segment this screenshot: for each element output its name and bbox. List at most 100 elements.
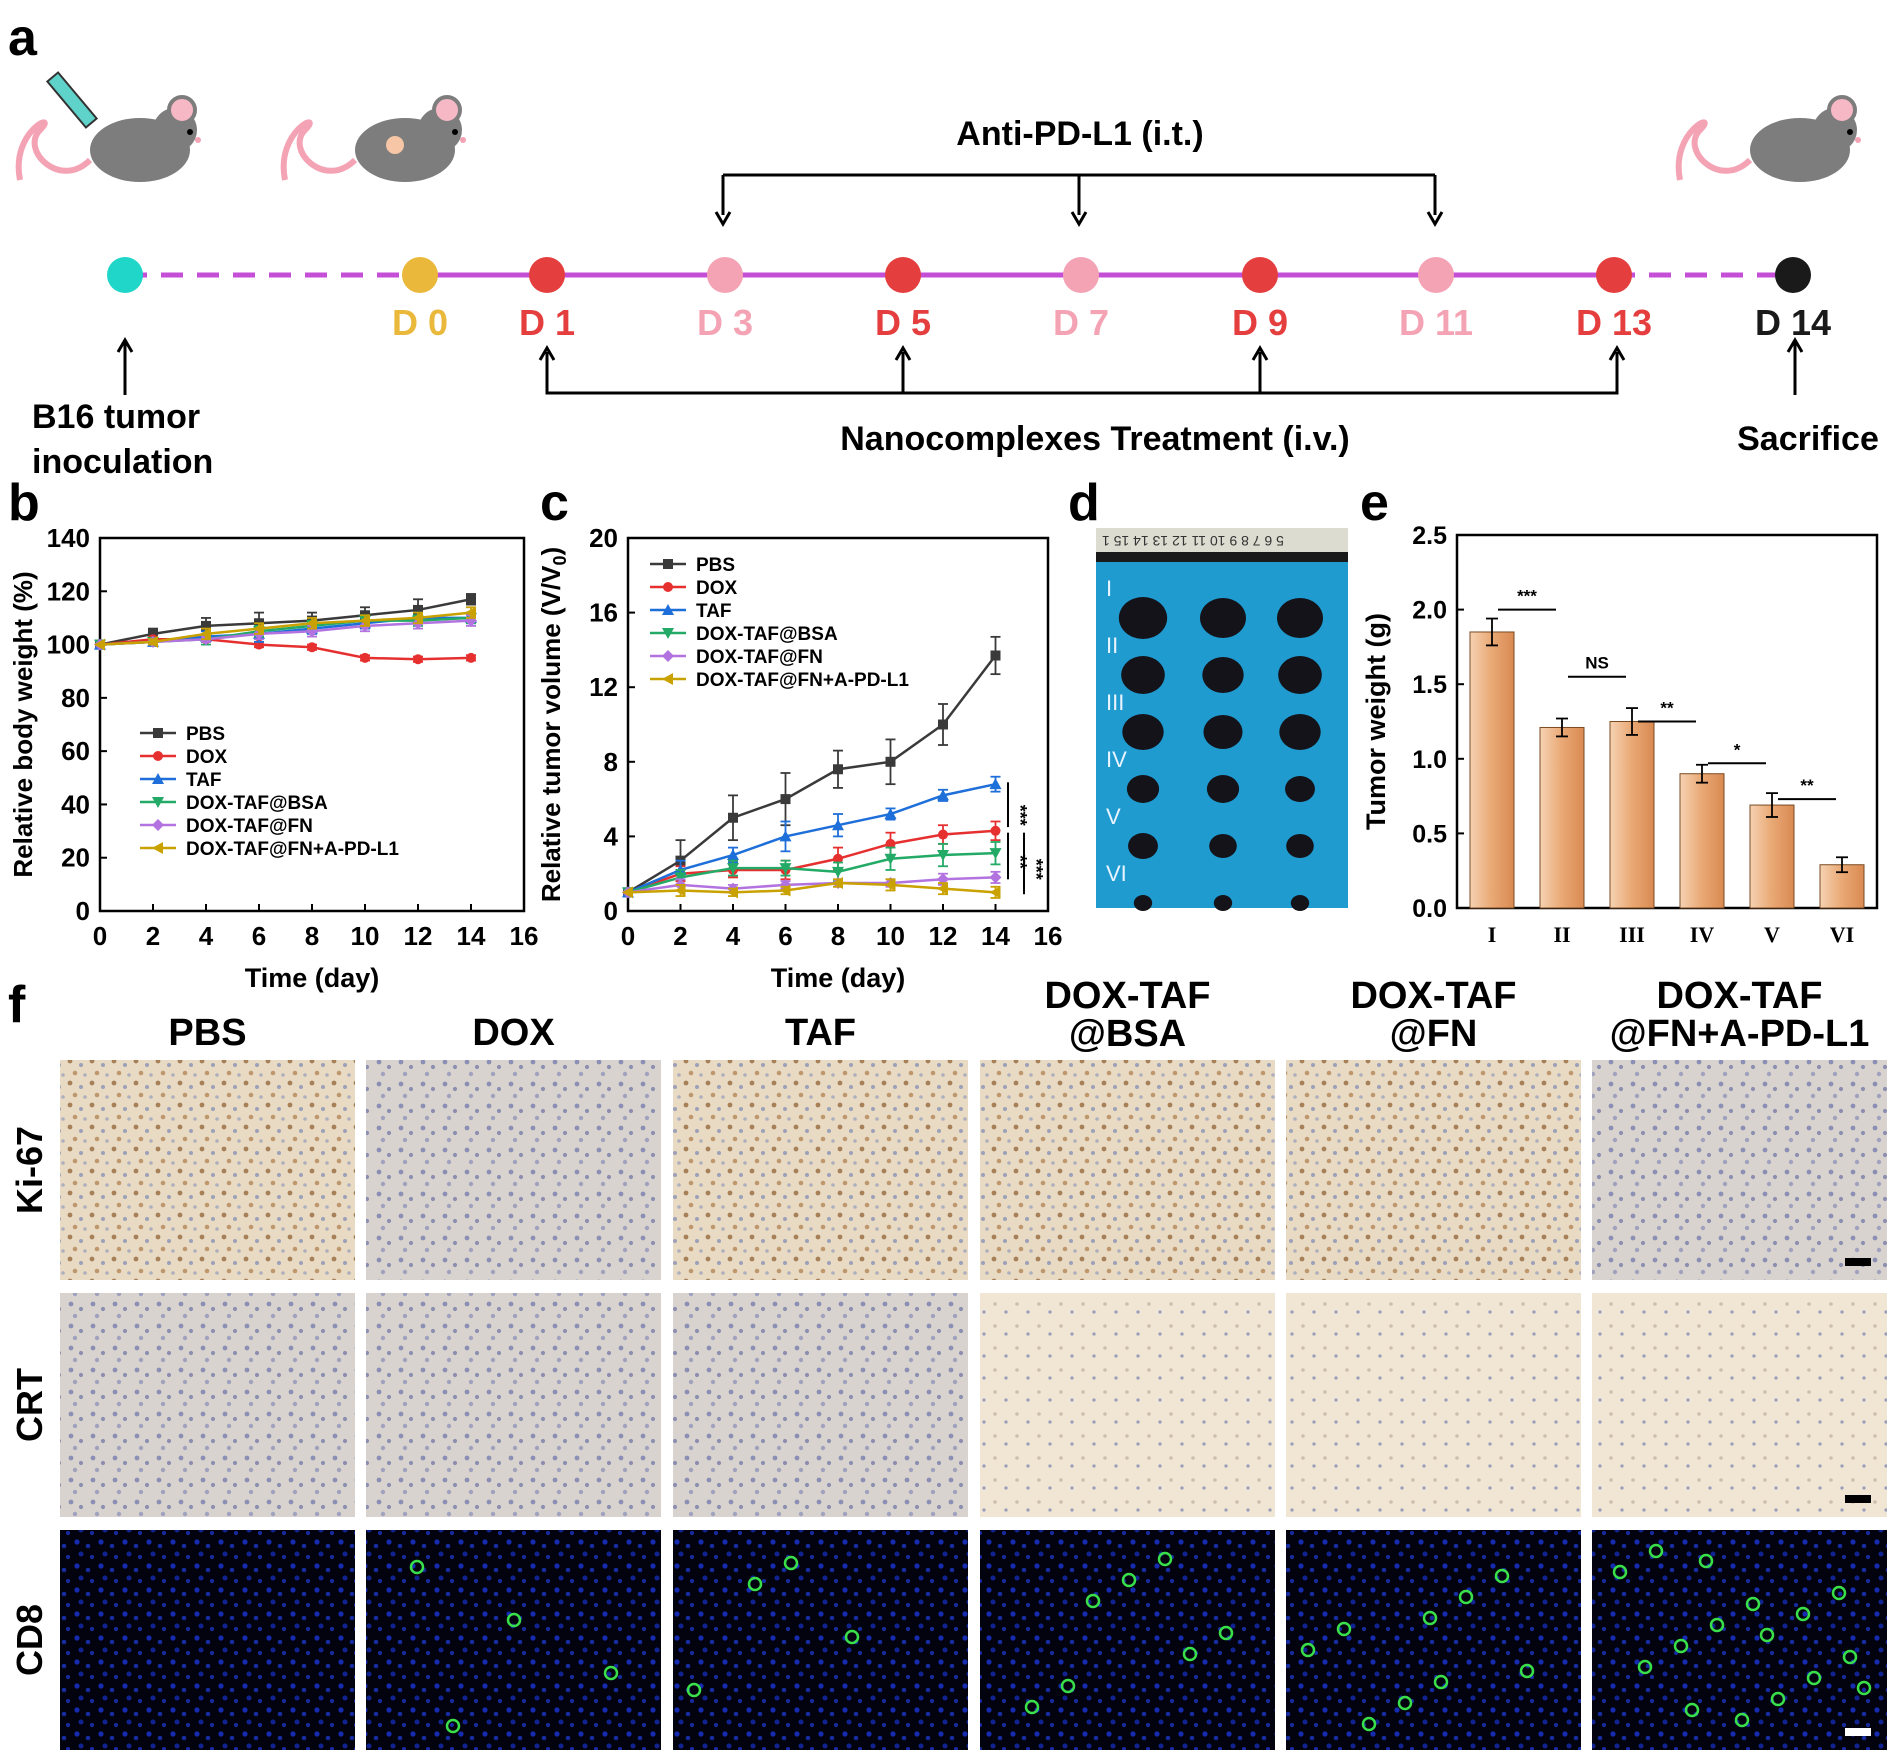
day-label-7: D 13 bbox=[1576, 302, 1652, 343]
tumor-sample bbox=[1203, 715, 1243, 749]
day-label-4: D 7 bbox=[1053, 302, 1109, 343]
scale-bar bbox=[1845, 1258, 1871, 1266]
legend-label: DOX-TAF@FN bbox=[186, 816, 313, 837]
ruler-text: 5 6 7 8 9 10 11 12 13 14 15 1 bbox=[1102, 533, 1284, 549]
micrograph-tile bbox=[673, 1060, 968, 1280]
day-dot-3 bbox=[885, 257, 921, 293]
cd8-cell bbox=[1856, 1680, 1872, 1696]
cd8-cell bbox=[1770, 1691, 1786, 1707]
inoculation-label-1: B16 tumor bbox=[32, 398, 200, 436]
row-label-V: V bbox=[1106, 804, 1121, 829]
chart-tumor-volume: 0 2 4 6 8 10 12 14 16 0 4 8 12 16 20 Time (day) Relative… bbox=[536, 523, 1062, 993]
panel-letter-a: a bbox=[8, 9, 38, 67]
micrograph-tile bbox=[1286, 1293, 1581, 1517]
data-point bbox=[989, 778, 1002, 790]
x-tick-label: 12 bbox=[929, 921, 958, 951]
data-point bbox=[727, 863, 739, 875]
cd8-cell bbox=[1806, 1670, 1822, 1686]
data-point bbox=[306, 617, 317, 630]
data-point bbox=[989, 848, 1002, 860]
tumor-sample bbox=[1213, 895, 1233, 911]
series-line-5 bbox=[627, 881, 996, 894]
cd8-cell bbox=[1612, 1564, 1628, 1580]
category-label: II bbox=[1553, 922, 1570, 947]
data-point bbox=[832, 819, 844, 831]
data-point bbox=[937, 882, 948, 895]
tumor-sample bbox=[1277, 598, 1323, 638]
y-tick-label: 1.0 bbox=[1412, 746, 1447, 774]
micrograph-tile bbox=[366, 1530, 661, 1750]
row-label-II: II bbox=[1106, 633, 1118, 658]
cd8-cell bbox=[1684, 1702, 1700, 1718]
cd8-cell bbox=[1519, 1663, 1535, 1679]
cd8-cell bbox=[1157, 1551, 1173, 1567]
column-header: @FN+A-PD-L1 bbox=[1610, 1013, 1870, 1055]
cd8-cell bbox=[1637, 1659, 1653, 1675]
tumor-sample bbox=[1126, 775, 1160, 803]
y-tick-label: 1.5 bbox=[1412, 671, 1447, 699]
x-tick-label: 16 bbox=[510, 921, 539, 951]
data-point bbox=[466, 652, 476, 663]
tumor-sample bbox=[1209, 834, 1237, 858]
data-point bbox=[152, 819, 164, 831]
category-label: I bbox=[1488, 922, 1497, 947]
tumor-photo: 5 6 7 8 9 10 11 12 13 14 15 1 IIIIIIIVVV… bbox=[1096, 528, 1348, 911]
data-point bbox=[727, 886, 738, 899]
data-point bbox=[989, 886, 1001, 899]
chart-body-weight: 0 2 4 6 8 10 12 14 16 0 20 40 60 80 100 120 140 Time (day… bbox=[8, 523, 538, 993]
legend-label: PBS bbox=[696, 555, 735, 576]
series-line-2 bbox=[627, 782, 996, 894]
data-point bbox=[937, 850, 949, 862]
x-tick-label: 10 bbox=[876, 921, 905, 951]
cd8-cell bbox=[1648, 1543, 1664, 1559]
x-tick-label: 14 bbox=[981, 921, 1010, 951]
y-tick-label: 60 bbox=[61, 736, 90, 766]
tumor-sample bbox=[1279, 714, 1321, 750]
legend-label: TAF bbox=[696, 601, 732, 622]
cd8-cell bbox=[1024, 1699, 1040, 1715]
data-point bbox=[153, 728, 163, 738]
legend-label: DOX-TAF@BSA bbox=[696, 624, 838, 645]
sacrifice-label: Sacrifice bbox=[1737, 420, 1879, 458]
cd8-cell bbox=[747, 1576, 763, 1592]
cd8-cell bbox=[1698, 1553, 1714, 1569]
panel-f-staining-grid: PBS DOX TAFDOX-TAF@BSADOX-TAF@FNDOX-TAF@FN… bbox=[9, 975, 1887, 1750]
day-dot-0 bbox=[402, 257, 438, 293]
legend-label: TAF bbox=[186, 770, 222, 791]
category-label: IV bbox=[1690, 922, 1715, 947]
series-line-4 bbox=[627, 876, 996, 894]
cd8-cell bbox=[1182, 1646, 1198, 1662]
data-point bbox=[152, 773, 164, 784]
tumor-sample bbox=[1122, 714, 1164, 750]
sig-label: NS bbox=[1585, 654, 1609, 673]
y-tick-label: 140 bbox=[47, 523, 90, 553]
tumor-sample bbox=[1286, 834, 1314, 858]
cd8-cell bbox=[1734, 1712, 1750, 1728]
data-point bbox=[662, 673, 673, 685]
data-point bbox=[832, 877, 843, 890]
x-tick-label: 8 bbox=[305, 921, 319, 951]
row-label-I: I bbox=[1106, 576, 1112, 601]
micrograph-tile bbox=[673, 1530, 968, 1750]
tumor-sample bbox=[1290, 895, 1310, 911]
plot-frame bbox=[1455, 533, 1879, 910]
day-dot-6 bbox=[1418, 257, 1454, 293]
day-label-6: D 11 bbox=[1399, 302, 1473, 343]
y-tick-label: 80 bbox=[61, 683, 90, 713]
micrograph-tile bbox=[1592, 1060, 1887, 1280]
y-axis-label-sub: 0 bbox=[550, 556, 570, 566]
legend-label: DOX-TAF@FN bbox=[696, 647, 823, 668]
column-header: @FN bbox=[1390, 1013, 1478, 1055]
legend-label: DOX-TAF@FN+A-PD-L1 bbox=[696, 670, 909, 691]
legend-label: PBS bbox=[186, 724, 225, 745]
data-point bbox=[884, 853, 897, 865]
data-point bbox=[884, 808, 897, 820]
day-dot-2 bbox=[707, 257, 743, 293]
cd8-cell bbox=[1085, 1593, 1101, 1609]
cd8-cell bbox=[445, 1718, 461, 1734]
cd8-cell bbox=[1795, 1606, 1811, 1622]
micrograph-tile bbox=[1592, 1293, 1887, 1517]
sig-label: *** bbox=[1010, 805, 1030, 826]
start-dot bbox=[107, 257, 143, 293]
data-point bbox=[727, 849, 739, 861]
